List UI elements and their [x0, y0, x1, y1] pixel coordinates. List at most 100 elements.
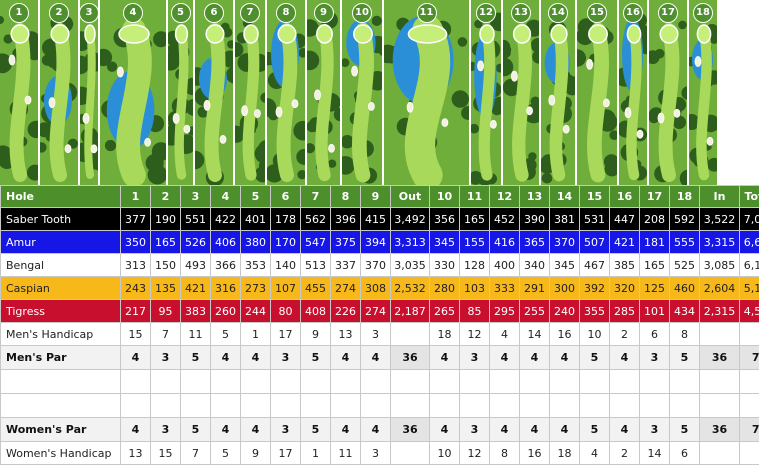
score-cell: 370: [361, 254, 391, 277]
hole-image-11[interactable]: 11: [384, 0, 471, 185]
score-cell: 385: [610, 254, 640, 277]
header-cell: 18: [670, 186, 700, 208]
header-cell: 6: [271, 186, 301, 208]
score-cell: 333: [490, 277, 520, 300]
score-cell: 18: [430, 323, 460, 346]
hole-image-16[interactable]: 16: [619, 0, 649, 185]
hole-image-6[interactable]: 6: [195, 0, 235, 185]
score-cell: 353: [241, 254, 271, 277]
score-cell: 330: [430, 254, 460, 277]
score-cell: [211, 394, 241, 418]
hole-image-3[interactable]: 3: [80, 0, 100, 185]
score-cell: 377: [121, 208, 151, 231]
scorecard-row-blank: [1, 370, 759, 394]
header-cell: 11: [460, 186, 490, 208]
score-cell: 375: [331, 231, 361, 254]
score-cell: 13: [121, 442, 151, 465]
score-cell: 340: [520, 254, 550, 277]
score-cell: [740, 323, 759, 346]
hole-number-badge: 11: [417, 3, 437, 23]
score-cell: 36: [700, 346, 740, 370]
score-cell: 2: [610, 323, 640, 346]
score-cell: 562: [301, 208, 331, 231]
score-cell: 11: [181, 323, 211, 346]
header-cell: 13: [520, 186, 550, 208]
hole-image-10[interactable]: 10: [342, 0, 384, 185]
score-cell: 4: [610, 346, 640, 370]
score-cell: [121, 370, 151, 394]
score-cell: 18: [550, 442, 580, 465]
score-cell: 72: [740, 346, 759, 370]
score-cell: 10: [580, 323, 610, 346]
score-cell: 455: [301, 277, 331, 300]
score-cell: 400: [490, 254, 520, 277]
score-cell: [640, 394, 670, 418]
score-cell: 107: [271, 277, 301, 300]
score-cell: 5: [670, 346, 700, 370]
hole-image-5[interactable]: 5: [168, 0, 195, 185]
hole-image-4[interactable]: 4: [100, 0, 168, 185]
score-cell: 8: [490, 442, 520, 465]
score-cell: 243: [121, 277, 151, 300]
score-cell: 356: [430, 208, 460, 231]
hole-image-1[interactable]: 1: [0, 0, 40, 185]
score-cell: 6: [640, 323, 670, 346]
score-cell: [580, 370, 610, 394]
score-cell: [181, 394, 211, 418]
hole-image-8[interactable]: 8: [267, 0, 307, 185]
header-cell: 7: [301, 186, 331, 208]
score-cell: 396: [331, 208, 361, 231]
row-label: Women's Handicap: [1, 442, 121, 465]
hole-image-2[interactable]: 2: [40, 0, 80, 185]
score-cell: 226: [331, 300, 361, 323]
score-cell: 467: [580, 254, 610, 277]
score-cell: [610, 370, 640, 394]
score-cell: 244: [241, 300, 271, 323]
hole-number-badge: 3: [80, 3, 99, 23]
hole-number-badge: 15: [587, 3, 607, 23]
score-cell: 85: [460, 300, 490, 323]
score-cell: 128: [460, 254, 490, 277]
header-cell: 12: [490, 186, 520, 208]
score-cell: 3: [271, 346, 301, 370]
hole-number-badge: 10: [352, 3, 372, 23]
score-cell: 150: [151, 254, 181, 277]
score-cell: [271, 394, 301, 418]
scorecard-table: Hole123456789Out101112131415161718InTota…: [0, 185, 759, 465]
hole-image-12[interactable]: 12: [471, 0, 503, 185]
score-cell: 4: [520, 346, 550, 370]
hole-image-14[interactable]: 14: [541, 0, 577, 185]
row-label: [1, 370, 121, 394]
score-cell: 5: [181, 346, 211, 370]
score-cell: 6,628: [740, 231, 759, 254]
score-cell: 308: [361, 277, 391, 300]
header-cell: 10: [430, 186, 460, 208]
hole-image-17[interactable]: 17: [649, 0, 689, 185]
score-cell: 447: [610, 208, 640, 231]
score-cell: 15: [121, 323, 151, 346]
score-cell: 350: [121, 231, 151, 254]
score-cell: 406: [211, 231, 241, 254]
score-cell: [580, 394, 610, 418]
hole-image-7[interactable]: 7: [235, 0, 267, 185]
header-cell: 14: [550, 186, 580, 208]
score-cell: 125: [640, 277, 670, 300]
score-cell: 285: [610, 300, 640, 323]
hole-image-15[interactable]: 15: [577, 0, 619, 185]
hole-image-13[interactable]: 13: [503, 0, 541, 185]
score-cell: 9: [241, 442, 271, 465]
score-cell: 8: [670, 323, 700, 346]
score-cell: 5: [301, 346, 331, 370]
row-label: Caspian: [1, 277, 121, 300]
hole-image-9[interactable]: 9: [307, 0, 342, 185]
score-cell: 2,532: [391, 277, 430, 300]
hole-image-18[interactable]: 18: [689, 0, 719, 185]
score-cell: 36: [391, 346, 430, 370]
score-cell: 295: [490, 300, 520, 323]
hole-number-badge: 2: [49, 3, 69, 23]
score-cell: 555: [670, 231, 700, 254]
score-cell: 190: [151, 208, 181, 231]
score-cell: [490, 370, 520, 394]
score-cell: 513: [301, 254, 331, 277]
